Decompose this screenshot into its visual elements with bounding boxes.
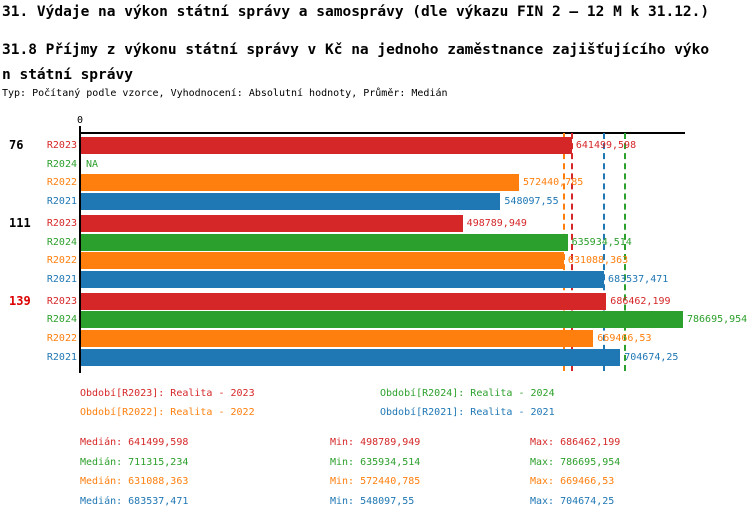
stat-median-R2024: Medián: 711315,234 <box>80 456 189 468</box>
stats-row-R2023: Medián: 641499,598 Min: 498789,949 Max: 68… <box>80 437 620 449</box>
group-label-111: 111 <box>9 215 31 230</box>
median-line-R2021 <box>603 133 606 371</box>
bar-value-label-111-R2022: 631088,363 <box>567 255 629 267</box>
stat-min-R2022: Min: 572440,785 <box>330 476 421 488</box>
bar-76-R2021 <box>81 193 501 211</box>
bar-76-R2022 <box>81 174 520 192</box>
stat-max-R2024: Max: 786695,954 <box>530 456 621 468</box>
report-title: 31. Výdaje na výkon státní správy a samo… <box>2 4 710 20</box>
bar-na-label-76-R2024: NA <box>86 158 99 170</box>
stat-min-R2021: Min: 548097,55 <box>330 495 415 507</box>
bar-111-R2021 <box>81 270 605 288</box>
bar-series-label-R2021: R2021 <box>46 351 77 363</box>
bar-value-label-111-R2021: 683537,471 <box>608 273 669 285</box>
stat-median-R2022: Medián: 631088,363 <box>80 476 189 488</box>
bar-value-label-111-R2023: 498789,949 <box>466 217 527 229</box>
bar-value-label-139-R2021: 704674,25 <box>624 351 679 363</box>
stats-row-R2021: Medián: 683537,471 Min: 548097,55 Max: 704… <box>80 496 614 508</box>
stats-row-R2022: Medián: 631088,363 Min: 572440,785 Max: 66… <box>80 476 614 488</box>
bar-value-label-139-R2024: 786695,954 <box>687 314 748 326</box>
group-label-76: 76 <box>9 138 24 152</box>
stat-max-R2021: Max: 704674,25 <box>530 495 615 507</box>
bar-111-R2022 <box>81 252 564 270</box>
bar-series-label-R2024: R2024 <box>46 158 77 170</box>
bar-series-label-R2023: R2023 <box>46 140 77 151</box>
y-axis-line <box>79 126 81 373</box>
indicator-title-line2: n státní správy <box>2 67 133 83</box>
stats-row-R2024: Medián: 711315,234 Min: 635934,514 Max: 78… <box>80 457 620 469</box>
indicator-meta: Typ: Počítaný podle vzorce, Vyhodnocení:… <box>2 88 448 99</box>
group-label-139: 139 <box>9 293 31 308</box>
median-line-R2022 <box>562 133 565 371</box>
stat-max-R2022: Max: 669466,53 <box>530 476 615 488</box>
bar-value-label-76-R2022: 572440,785 <box>523 177 584 189</box>
stat-min-R2023: Min: 498789,949 <box>330 437 421 448</box>
bar-series-label-R2023: R2023 <box>46 217 77 229</box>
indicator-title-line1: 31.8 Příjmy z výkonu státní správy v Kč … <box>2 42 710 58</box>
bar-series-label-R2023: R2023 <box>46 295 77 307</box>
bar-139-R2024 <box>81 311 683 329</box>
bar-111-R2023 <box>81 214 463 232</box>
bar-series-label-R2022: R2022 <box>46 333 77 344</box>
bar-series-label-R2024: R2024 <box>46 314 77 326</box>
legend-item-R2021: Období[R2021]: Realita - 2021 <box>380 407 555 418</box>
stat-median-R2021: Medián: 683537,471 <box>80 495 189 507</box>
bar-value-label-139-R2022: 669466,53 <box>597 333 652 344</box>
bar-139-R2022 <box>81 330 594 347</box>
bar-111-R2024 <box>81 233 568 251</box>
median-line-R2023 <box>570 133 573 371</box>
bar-series-label-R2024: R2024 <box>46 236 77 248</box>
bar-series-label-R2021: R2021 <box>46 273 77 285</box>
stat-max-R2023: Max: 686462,199 <box>530 437 621 448</box>
bar-value-label-76-R2023: 641499,598 <box>575 140 637 151</box>
bar-139-R2021 <box>81 348 621 366</box>
stat-min-R2024: Min: 635934,514 <box>330 456 421 468</box>
bar-value-label-76-R2021: 548097,55 <box>504 196 559 208</box>
bar-series-label-R2022: R2022 <box>46 177 77 189</box>
bar-series-label-R2022: R2022 <box>46 255 77 267</box>
stat-median-R2023: Medián: 641499,598 <box>80 437 189 448</box>
bar-76-R2023 <box>81 137 572 154</box>
axis-zero-label: 0 <box>76 115 84 126</box>
bar-value-label-139-R2023: 686462,199 <box>610 295 671 307</box>
legend-item-R2024: Období[R2024]: Realita - 2024 <box>380 388 555 399</box>
legend-item-R2022: Období[R2022]: Realita - 2022 <box>80 407 255 418</box>
bar-139-R2023 <box>81 292 607 310</box>
median-line-R2024 <box>624 133 627 371</box>
bar-series-label-R2021: R2021 <box>46 196 77 208</box>
bar-value-label-111-R2024: 635934,514 <box>571 236 632 248</box>
legend-item-R2023: Období[R2023]: Realita - 2023 <box>80 388 255 399</box>
x-axis-top-line <box>80 131 685 134</box>
